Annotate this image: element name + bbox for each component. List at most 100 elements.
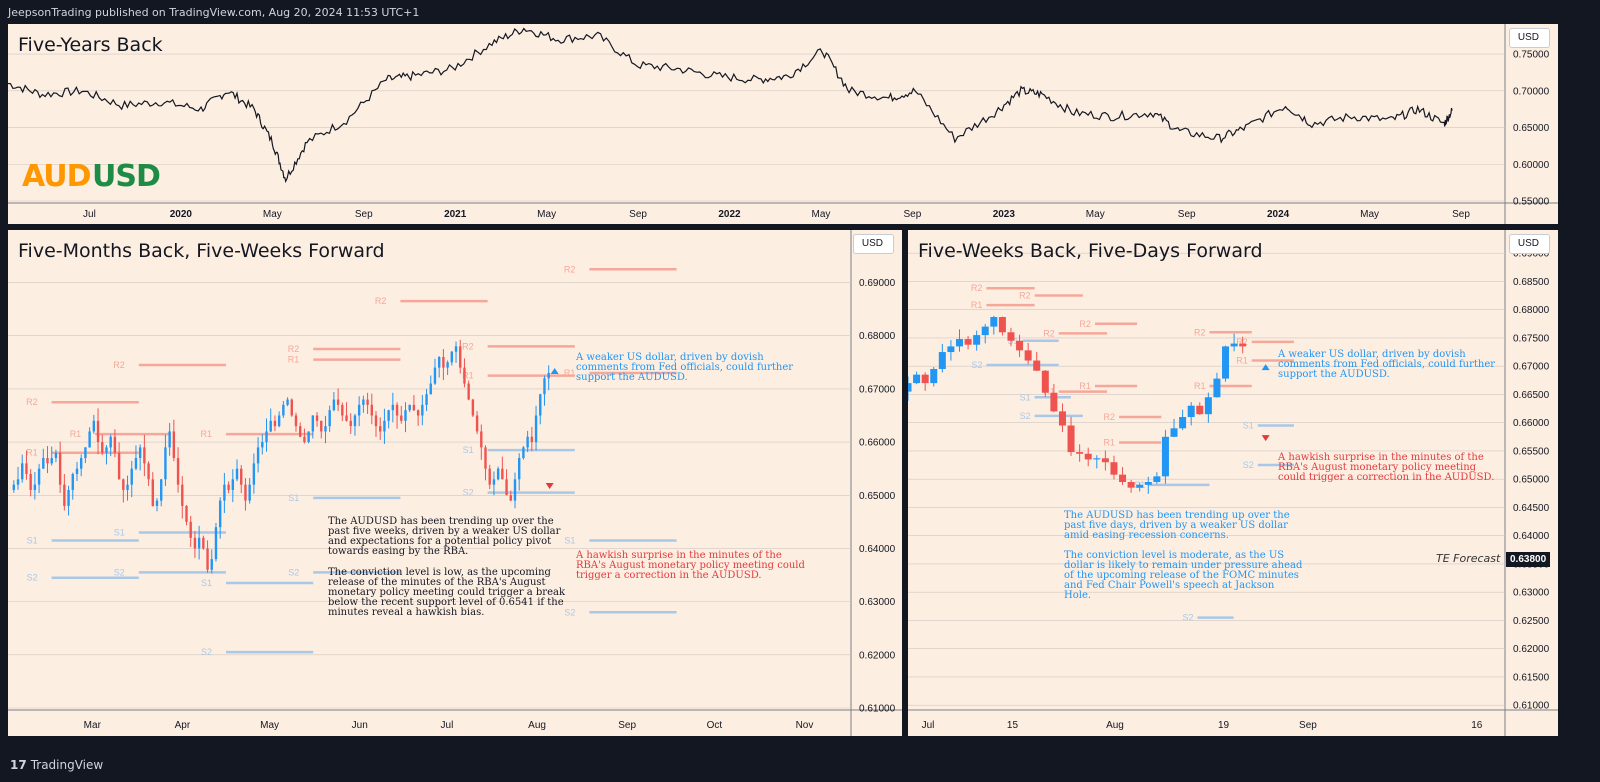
candle [1007,332,1015,341]
forecast-label: TE Forecast [1436,552,1501,565]
sr-label: R1 [201,429,213,439]
candle [172,431,176,459]
candle [1093,458,1101,460]
x-tick-label: Oct [707,720,723,731]
candle [16,479,20,485]
tradingview-icon: 17 [10,758,27,772]
y-tick-label: 0.67000 [1513,362,1550,373]
candle [235,468,239,480]
candle [168,431,171,448]
candle [231,479,235,490]
x-tick-label: Sep [618,720,636,731]
candle [480,431,483,448]
candle [1024,350,1032,361]
x-tick-label: 19 [1218,720,1230,731]
sr-label: R2 [113,360,125,370]
y-tick-label: 0.60000 [1513,160,1550,171]
y-tick-label: 0.61500 [1513,672,1550,683]
candle [244,484,247,501]
candle [1153,476,1161,482]
candle [105,447,108,453]
candle [88,431,91,448]
bearish-note: A hawkish surprise in the minutes of the… [576,550,805,581]
sr-label: R2 [1236,337,1248,347]
candle [509,495,512,501]
candle [71,474,74,490]
sr-label: S1 [27,535,38,545]
candle [387,410,390,421]
sr-label: R2 [1079,319,1091,329]
sr-label: S1 [564,535,575,545]
sr-label: R1 [288,355,300,365]
price-scale-bg [1505,24,1558,224]
candle [155,500,159,506]
y-tick-label: 0.70000 [1513,86,1550,97]
candle [981,326,989,336]
candle [475,415,479,432]
candle [938,352,946,369]
candle [54,452,58,459]
candle [277,415,281,427]
candle [395,404,399,416]
sr-label: R2 [288,344,300,354]
sr-label: R2 [1194,327,1206,337]
x-tick-label: May [263,209,282,220]
y-tick-label: 0.55000 [1513,197,1550,208]
candle [63,484,66,506]
candle [214,527,218,560]
sr-label: S1 [201,578,212,588]
candle [1161,436,1169,477]
candle [294,415,298,427]
candle [193,537,197,549]
sr-label: R2 [1104,412,1116,422]
candle [1101,458,1109,463]
y-tick-label: 0.68000 [859,331,896,342]
currency-button[interactable]: USD [852,234,894,254]
candle [1239,343,1247,347]
candle [84,447,87,459]
candle [282,404,285,416]
footer-logo[interactable]: 17 TradingView [10,758,103,772]
candle [181,484,184,506]
candle [446,362,449,368]
candle [37,468,41,485]
analysis-trend: The AUDUSD has been trending up over the… [328,516,561,557]
candle [1119,474,1127,482]
publish-info: JeepsonTrading published on TradingView.… [8,6,420,19]
five-weeks-panel: 0.610000.615000.620000.625000.630000.635… [908,230,1558,736]
candle [1050,392,1058,412]
bullish-note: A weaker US dollar, driven by dovish com… [1278,349,1496,380]
currency-button[interactable]: USD [1508,28,1550,48]
candle [534,415,538,443]
candle [138,447,142,459]
sr-label: S2 [1243,460,1254,470]
sr-label: R2 [375,296,387,306]
candle [379,426,382,432]
y-tick-label: 0.66500 [1513,390,1550,401]
candle [518,458,521,480]
candle [955,339,963,347]
x-tick-label: Sep [1452,209,1470,220]
sr-label: S2 [114,567,125,577]
currency-button[interactable]: USD [1508,234,1550,254]
y-tick-label: 0.62000 [1513,644,1550,655]
candle [320,420,323,432]
x-tick-label: Sep [355,209,373,220]
candle [160,479,163,501]
y-tick-label: 0.68500 [1513,277,1550,288]
candle [126,484,129,490]
candle [467,383,470,400]
sr-label: S1 [114,528,125,538]
candle [299,426,302,437]
candle [147,463,150,480]
candle [1127,482,1135,488]
candle [307,431,310,443]
candle [1222,346,1230,379]
candle [908,383,912,392]
candle [1196,405,1204,415]
sr-label: S2 [1020,411,1031,421]
five-years-panel: 0.550000.600000.650000.700000.75000MarJu… [8,24,1558,224]
candle [75,468,79,474]
candle [223,484,226,501]
x-tick-label: 2021 [444,209,467,220]
